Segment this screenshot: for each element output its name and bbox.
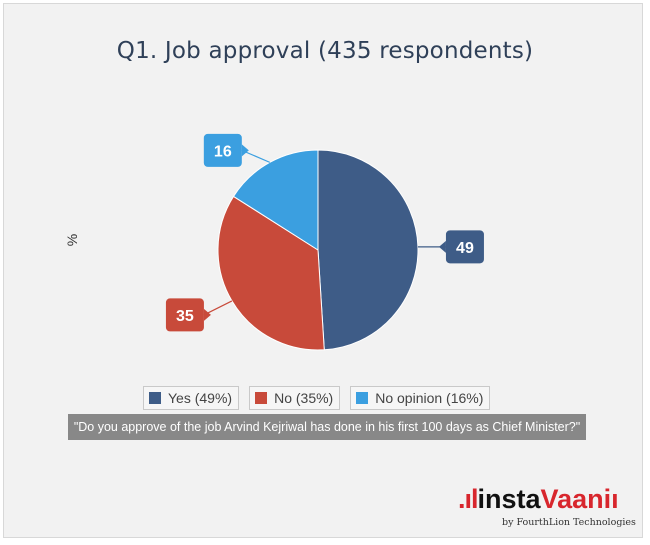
legend-item-no-opinion[interactable]: No opinion (16%) [350, 386, 491, 410]
callout-line-no [203, 300, 233, 316]
survey-question: "Do you approve of the job Arvind Kejriw… [68, 414, 586, 440]
brand-dots: .ıl [458, 484, 478, 514]
callout-pointer-yes [438, 240, 446, 253]
data-callout-no-opinion: 16 [203, 133, 271, 167]
legend-swatch-no-opinion [356, 392, 369, 404]
pie-slice-no[interactable] [217, 195, 325, 351]
legend-swatch-no [255, 392, 268, 404]
callout-box-no-opinion [203, 133, 242, 167]
legend-label-no-opinion: No opinion (16%) [375, 390, 484, 406]
pie-slice-yes[interactable] [317, 149, 419, 351]
brand-logo: .ılinstaVaaniı by FourthLion Technologie… [458, 484, 636, 529]
data-label-no: 35 [176, 308, 194, 325]
legend-swatch-yes [149, 392, 161, 404]
legend-item-yes[interactable]: Yes (49%) [143, 386, 240, 410]
callout-box-no [165, 298, 204, 332]
brand-vaani: Vaani [540, 484, 612, 514]
brand-name: .ılinstaVaaniı [458, 484, 619, 514]
legend-label-yes: Yes (49%) [168, 390, 233, 406]
legend-label-no: No (35%) [274, 390, 334, 406]
data-label-no-opinion: 16 [214, 143, 232, 160]
callout-pointer-no [203, 308, 211, 321]
brand-tail: ı [611, 484, 619, 514]
brand-tagline: by FourthLion Technologies [502, 517, 636, 528]
data-callout-no: 35 [165, 298, 233, 332]
legend-item-no[interactable]: No (35%) [249, 386, 341, 410]
callout-pointer-no-opinion [241, 144, 249, 157]
pie-slice-no-opinion[interactable] [232, 149, 319, 251]
legend: Yes (49%) No (35%) No opinion (16%) [143, 386, 491, 410]
data-label-yes: 49 [456, 240, 474, 257]
callout-line-no-opinion [241, 149, 271, 163]
data-callout-yes: 49 [417, 230, 484, 264]
callout-box-yes [445, 230, 484, 264]
brand-insta: insta [477, 484, 541, 514]
chart-title: Q1. Job approval (435 respondents) [116, 38, 534, 64]
